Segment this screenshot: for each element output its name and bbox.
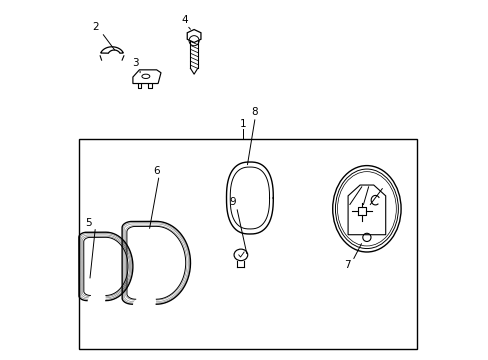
Text: 1: 1 bbox=[239, 119, 245, 129]
Text: 3: 3 bbox=[132, 58, 139, 68]
Text: 8: 8 bbox=[251, 107, 257, 117]
Text: 7: 7 bbox=[343, 260, 350, 270]
Bar bbox=[79, 139, 416, 349]
Text: 9: 9 bbox=[229, 197, 236, 207]
Text: 6: 6 bbox=[153, 166, 159, 176]
Text: 5: 5 bbox=[85, 218, 92, 228]
Text: 2: 2 bbox=[92, 22, 98, 32]
Text: 4: 4 bbox=[182, 15, 188, 25]
